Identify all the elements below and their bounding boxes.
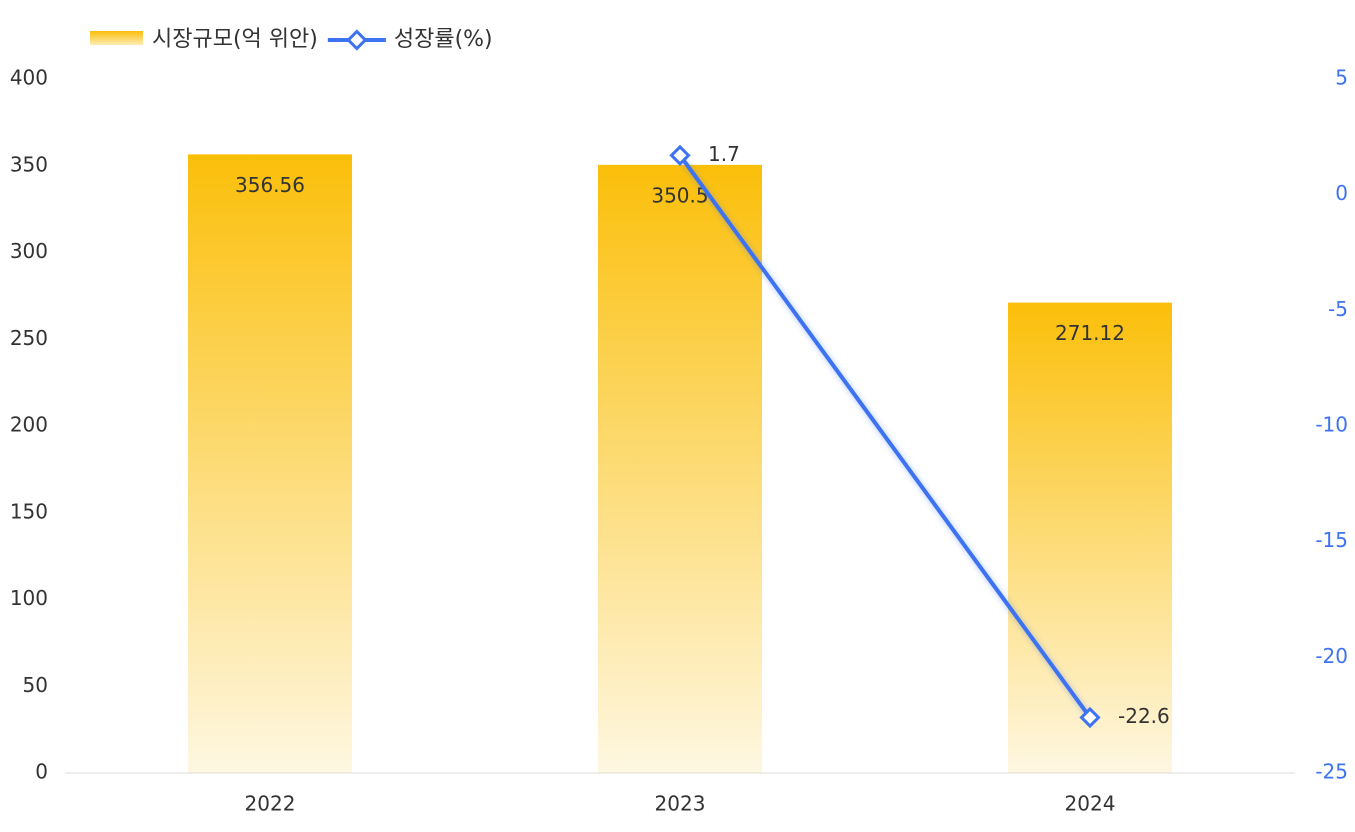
line-point bbox=[1079, 706, 1101, 729]
line bbox=[678, 154, 1092, 719]
x-tick-label: 2022 bbox=[245, 792, 296, 816]
legend-marker bbox=[346, 29, 368, 51]
y-tick-label: 400 bbox=[10, 66, 48, 90]
bar-value-label: 350.5 bbox=[651, 183, 708, 207]
bar-value-label: 271.12 bbox=[1055, 321, 1125, 345]
line-point bbox=[669, 144, 691, 166]
y-tick-label: 150 bbox=[10, 499, 48, 523]
y2-tick-label: -5 bbox=[1328, 297, 1348, 321]
y-tick-label: 0 bbox=[35, 760, 48, 784]
bar-value-label: 356.56 bbox=[235, 173, 305, 197]
legend-swatch bbox=[90, 31, 143, 45]
y-tick-label: 200 bbox=[10, 413, 48, 437]
y-tick-label: 250 bbox=[10, 326, 48, 350]
y2-tick-label: 5 bbox=[1335, 66, 1348, 90]
y-tick-label: 100 bbox=[10, 586, 48, 610]
legend-label: 성장률(%) bbox=[394, 27, 493, 52]
y2-tick-label: -10 bbox=[1315, 413, 1348, 437]
bar bbox=[1008, 302, 1172, 773]
y-tick-label: 50 bbox=[23, 673, 48, 697]
y2-tick-label: -25 bbox=[1315, 760, 1348, 784]
y-tick-label: 350 bbox=[10, 152, 48, 176]
line-value-label: 1.7 bbox=[708, 142, 740, 166]
y2-tick-label: -20 bbox=[1315, 644, 1348, 668]
x-tick-label: 2024 bbox=[1065, 792, 1116, 816]
y2-tick-label: -15 bbox=[1315, 528, 1348, 552]
bar bbox=[188, 154, 352, 773]
x-tick-label: 2023 bbox=[655, 792, 706, 816]
y-tick-label: 300 bbox=[10, 239, 48, 263]
y2-tick-label: 0 bbox=[1335, 181, 1348, 205]
bar bbox=[598, 164, 762, 773]
line-value-label: -22.6 bbox=[1118, 704, 1170, 728]
legend-label: 시장규모(억 위안) bbox=[152, 27, 318, 52]
